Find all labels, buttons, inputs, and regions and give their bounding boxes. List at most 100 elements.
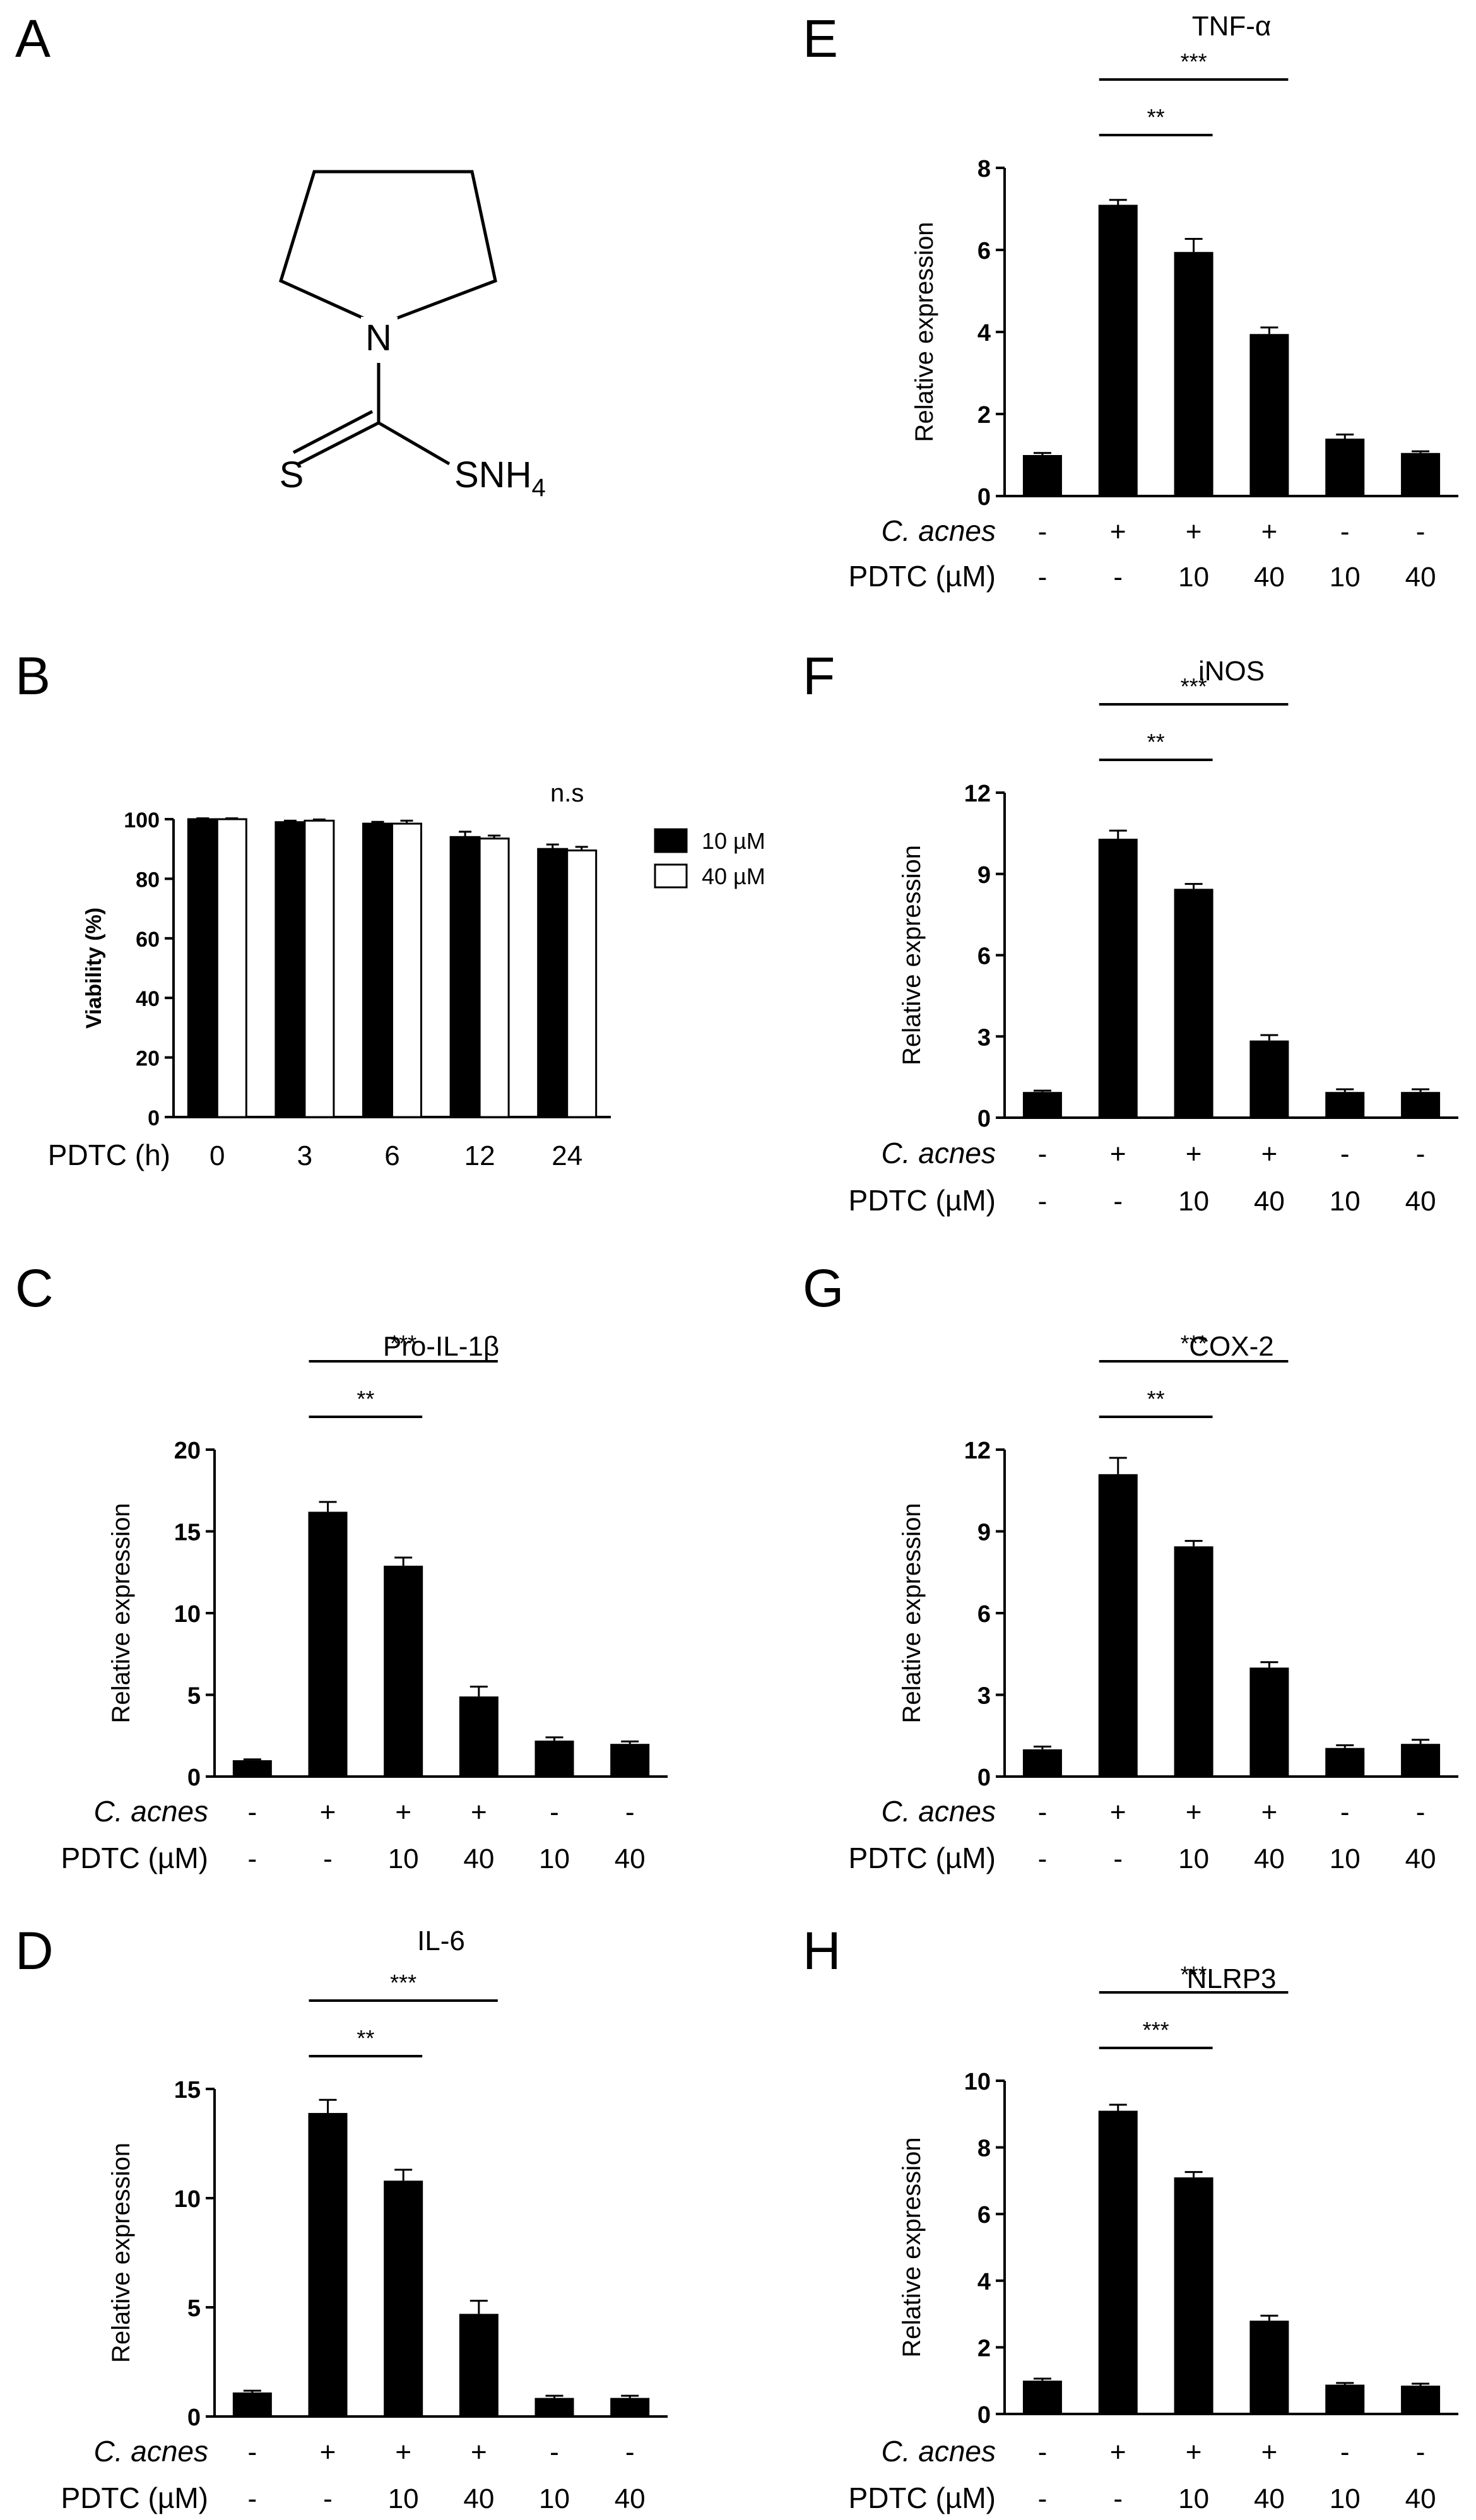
y-tick-label: 5: [187, 1683, 201, 1710]
pdtc-row-label: PDTC (µM): [849, 560, 996, 593]
pdtc-dose: -: [248, 2483, 257, 2514]
chart-title: IL-6: [417, 1925, 465, 1956]
bar: [1401, 2386, 1441, 2414]
pdtc-dose: 10: [539, 1843, 570, 1874]
c-acnes-sign: +: [471, 2437, 487, 2468]
c-acnes-sign: +: [1110, 1797, 1126, 1828]
legend-label-10um: 10 µM: [702, 828, 765, 854]
pdtc-dose: 40: [1405, 562, 1436, 593]
y-tick-label: 4: [977, 320, 991, 346]
pdtc-dose: 10: [1178, 562, 1209, 593]
bar: [1401, 453, 1441, 496]
bar: [1249, 1040, 1289, 1118]
y-tick-label: 2: [977, 2335, 991, 2362]
y-axis-label: Viability (%): [82, 908, 106, 1029]
y-tick-label: 0: [977, 484, 991, 511]
pdtc-row-label: PDTC (µM): [61, 2482, 208, 2514]
c-acnes-sign: -: [1038, 1797, 1048, 1828]
y-tick-label: 0: [977, 2402, 991, 2428]
c-acnes-sign: -: [1038, 516, 1048, 547]
bar: [308, 1511, 348, 1777]
c-acnes-sign: +: [1110, 2437, 1126, 2468]
pdtc-row-label: PDTC (µM): [849, 1842, 996, 1874]
significance-label: **: [357, 1386, 374, 1412]
bar: [1249, 2321, 1289, 2414]
group-snh4-main: SNH: [454, 454, 531, 495]
bond-c-s-double-2: [292, 410, 374, 454]
bar: [1098, 1474, 1138, 1777]
pdtc-dose: 40: [1254, 1843, 1285, 1874]
bar-10um: [449, 836, 481, 1118]
c-acnes-row-label: C. acnes: [93, 2435, 208, 2468]
pdtc-dose: -: [1113, 562, 1123, 593]
pdtc-dose: 10: [388, 1843, 419, 1874]
bar: [232, 2392, 272, 2416]
pdtc-dose: 40: [615, 1843, 646, 1874]
pdtc-dose: 40: [1405, 2483, 1436, 2514]
bond-c-snh4: [377, 421, 451, 466]
y-tick-label: 12: [964, 1438, 991, 1464]
legend-label-40um: 40 µM: [702, 863, 765, 889]
bar-10um: [362, 822, 393, 1118]
c-acnes-sign: -: [625, 2437, 635, 2468]
pdtc-dose: -: [1038, 1186, 1048, 1217]
chart-b: 0 20 40 60 80 100 Viability (%) 0 3 6 12 24 n.s PDTC …: [48, 779, 765, 1171]
pdtc-dose: -: [323, 1843, 333, 1874]
c-acnes-sign: -: [1340, 1797, 1350, 1828]
significance-label: ***: [1181, 1330, 1207, 1356]
bar-40um: [304, 819, 335, 1118]
y-tick-label: 8: [977, 2136, 991, 2162]
bar: [1098, 838, 1138, 1118]
c-acnes-sign: +: [1186, 1797, 1202, 1828]
pdtc-structure: [278, 170, 497, 466]
significance-label: **: [357, 2025, 374, 2051]
chart-h: NLRP3 0 2 4 6 8 10 Relative expression *** *** C. …: [849, 1961, 1458, 2514]
c-acnes-sign: +: [395, 2437, 411, 2468]
c-acnes-sign: -: [550, 1797, 559, 1828]
y-tick-label: 40: [136, 987, 160, 1011]
bar-40um: [216, 818, 247, 1118]
pdtc-dose: 10: [1178, 1186, 1209, 1217]
bar: [1022, 1092, 1062, 1118]
bar: [1249, 334, 1289, 496]
pdtc-dose: 40: [1405, 1843, 1436, 1874]
c-acnes-row-label: C. acnes: [881, 514, 996, 547]
y-tick-label: 8: [977, 156, 991, 182]
bar-40um: [566, 849, 598, 1118]
bar: [1325, 1092, 1365, 1118]
c-acnes-sign: -: [1416, 516, 1426, 547]
c-acnes-sign: +: [1261, 2437, 1278, 2468]
chart-title: Pro-IL-1β: [383, 1331, 499, 1362]
bar: [459, 1696, 499, 1777]
pdtc-dose: 10: [1330, 1186, 1361, 1217]
panel-letter-e: E: [803, 9, 838, 68]
pdtc-dose: 40: [1405, 1186, 1436, 1217]
bar: [534, 1741, 574, 1777]
pdtc-h-row-label: PDTC (h): [48, 1139, 170, 1171]
pdtc-dose: 10: [388, 2483, 419, 2514]
c-acnes-sign: -: [1416, 2437, 1426, 2468]
y-axis-label: Relative expression: [107, 1503, 135, 1723]
y-tick-label: 15: [174, 1520, 201, 1546]
significance-label: **: [1147, 729, 1165, 755]
pdtc-dose: -: [1038, 1843, 1048, 1874]
y-axis-label: Relative expression: [898, 845, 926, 1065]
bar: [1174, 252, 1213, 496]
pdtc-dose: 40: [463, 1843, 494, 1874]
bar: [1325, 439, 1365, 496]
bar-10um: [187, 818, 218, 1118]
bar: [384, 2180, 423, 2416]
bar: [1022, 455, 1062, 496]
panel-letter-d: D: [15, 1921, 54, 1980]
y-tick-label: 6: [977, 1601, 991, 1628]
bar: [534, 2398, 574, 2416]
legend-swatch-10um: [654, 828, 688, 853]
y-tick-label: 5: [187, 2295, 201, 2322]
bar: [1401, 1744, 1441, 1777]
bar: [1022, 2381, 1062, 2414]
c-acnes-sign: -: [1340, 2437, 1350, 2468]
pdtc-dose: 40: [1254, 2483, 1285, 2514]
